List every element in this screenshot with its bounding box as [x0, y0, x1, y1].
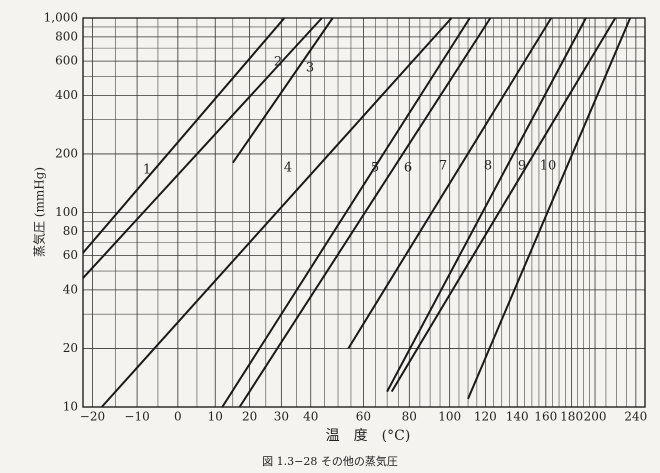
line-label: 8 [484, 159, 492, 174]
line-label: 1 [143, 163, 151, 178]
x-tick-label: 240 [624, 410, 647, 424]
y-tick-label: 400 [55, 88, 78, 102]
x-tick-label: 60 [356, 410, 371, 424]
caption: 図 1.3−28 その他の蒸気圧 [262, 454, 398, 468]
vapor-pressure-line [100, 17, 453, 408]
y-tick-label: 800 [55, 29, 78, 43]
line-label: 3 [306, 61, 314, 76]
x-tick-label: 30 [274, 410, 289, 424]
vapor-pressure-line [347, 17, 553, 349]
y-tick-label: 40 [63, 282, 78, 296]
vapor-pressure-line [82, 17, 323, 279]
vapor-pressure-line [467, 17, 632, 400]
vapor-pressure-line [82, 17, 286, 254]
x-axis-label: 温 度 (°C) [326, 428, 411, 444]
line-label: 2 [274, 55, 282, 70]
x-tick-label: 40 [303, 410, 318, 424]
y-tick-label: 60 [63, 248, 78, 262]
x-tick-label: 80 [402, 410, 417, 424]
x-tick-label: −10 [124, 410, 149, 424]
vapor-pressure-line [238, 17, 492, 408]
x-tick-label: 160 [534, 410, 557, 424]
x-tick-label: −20 [80, 410, 105, 424]
x-tick-label: 140 [506, 410, 529, 424]
y-tick-label: 1,000 [44, 11, 78, 25]
y-tick-label: 200 [55, 146, 78, 160]
y-tick-label: 20 [63, 341, 78, 355]
line-label: 10 [540, 159, 557, 174]
line-label: 7 [439, 159, 447, 174]
line-label: 4 [284, 161, 292, 176]
y-tick-label: 80 [63, 224, 78, 238]
vapor-pressure-line [390, 17, 617, 393]
x-tick-label: 100 [438, 410, 461, 424]
x-tick-label: 0 [174, 410, 182, 424]
x-tick-label: 120 [474, 410, 497, 424]
line-label: 9 [518, 159, 526, 174]
y-tick-label: 100 [55, 205, 78, 219]
line-label: 6 [404, 161, 412, 176]
vapor-pressure-line [231, 17, 334, 164]
line-label: 5 [371, 161, 379, 176]
y-axis-label: 蒸気圧 (mmHg) [32, 167, 47, 257]
y-tick-label: 10 [63, 400, 78, 414]
x-tick-label: 20 [242, 410, 257, 424]
plot-frame [82, 17, 646, 408]
x-tick-label: 200 [584, 410, 607, 424]
y-tick-label: 600 [55, 54, 78, 68]
x-tick-label: 10 [208, 410, 223, 424]
vapor-pressure-line [221, 17, 471, 408]
vapor-pressure-line [386, 17, 587, 393]
x-tick-label: 180 [560, 410, 583, 424]
